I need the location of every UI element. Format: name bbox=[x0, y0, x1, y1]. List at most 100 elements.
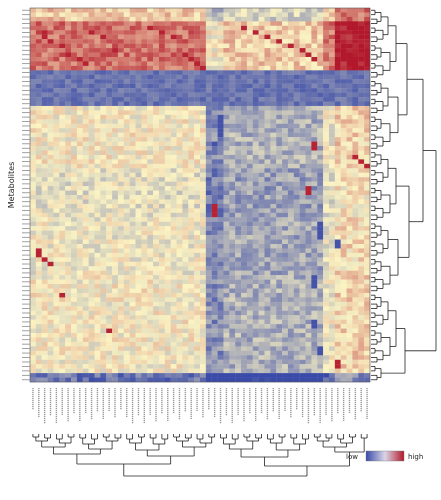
heatmap-cell bbox=[53, 221, 60, 227]
heatmap-cell bbox=[94, 52, 101, 58]
heatmap-cell bbox=[276, 195, 283, 200]
heatmap-cell bbox=[364, 199, 371, 205]
heatmap-cell bbox=[205, 181, 212, 187]
heatmap-cell bbox=[340, 177, 347, 182]
heatmap-cell bbox=[264, 275, 271, 280]
heatmap-cell bbox=[334, 239, 341, 245]
heatmap-cell bbox=[153, 261, 160, 267]
heatmap-cell bbox=[170, 16, 177, 22]
heatmap-cell bbox=[217, 88, 224, 93]
heatmap-cell bbox=[293, 168, 300, 173]
heatmap-cell bbox=[106, 257, 113, 262]
heatmap-cell bbox=[129, 101, 136, 107]
heatmap-cell bbox=[106, 355, 113, 360]
heatmap-cell bbox=[76, 270, 83, 276]
heatmap-cell bbox=[153, 186, 160, 191]
heatmap-cell bbox=[188, 364, 195, 369]
heatmap-cell bbox=[123, 292, 130, 298]
heatmap-cell bbox=[340, 132, 347, 138]
heatmap-cell bbox=[358, 315, 365, 320]
heatmap-cell bbox=[334, 373, 341, 378]
heatmap-cell bbox=[358, 217, 365, 222]
heatmap-cell bbox=[235, 8, 242, 13]
heatmap-cell bbox=[141, 355, 148, 360]
heatmap-cell bbox=[71, 275, 78, 280]
heatmap-cell bbox=[340, 168, 347, 173]
heatmap-cell bbox=[164, 137, 171, 142]
heatmap-cell bbox=[364, 377, 371, 383]
heatmap-cell bbox=[117, 239, 124, 245]
heatmap-cell bbox=[200, 350, 207, 356]
heatmap-cell bbox=[293, 177, 300, 182]
heatmap-cell bbox=[358, 368, 365, 374]
heatmap-cell bbox=[311, 221, 318, 227]
heatmap-cell bbox=[352, 177, 359, 182]
heatmap-cell bbox=[328, 79, 335, 84]
heatmap-cell bbox=[47, 48, 54, 53]
heatmap-cell bbox=[311, 261, 318, 267]
heatmap-cell bbox=[147, 310, 154, 316]
heatmap-cell bbox=[35, 239, 42, 245]
heatmap-cell bbox=[30, 324, 37, 329]
heatmap-cell bbox=[88, 21, 95, 26]
heatmap-cell bbox=[282, 150, 289, 156]
heatmap-cell bbox=[264, 221, 271, 227]
heatmap-cell bbox=[305, 235, 312, 240]
heatmap-cell bbox=[170, 177, 177, 182]
heatmap-cell bbox=[352, 186, 359, 191]
heatmap-cell bbox=[364, 163, 371, 169]
heatmap-cell bbox=[194, 79, 201, 84]
heatmap-cell bbox=[223, 292, 230, 298]
heatmap-cell bbox=[117, 128, 124, 133]
heatmap-cell bbox=[346, 92, 353, 98]
heatmap-cell bbox=[147, 172, 154, 178]
heatmap-cell bbox=[264, 65, 271, 71]
heatmap-cell bbox=[82, 297, 89, 302]
heatmap-cell bbox=[223, 297, 230, 302]
heatmap-cell bbox=[88, 56, 95, 62]
heatmap-cell bbox=[188, 88, 195, 93]
heatmap-cell bbox=[241, 377, 248, 383]
heatmap-cell bbox=[153, 146, 160, 151]
heatmap-cell bbox=[71, 79, 78, 84]
heatmap-cell bbox=[305, 337, 312, 343]
heatmap-cell bbox=[252, 137, 259, 142]
heatmap-cell bbox=[170, 337, 177, 343]
heatmap-cell bbox=[346, 217, 353, 222]
heatmap-cell bbox=[76, 266, 83, 271]
heatmap-cell bbox=[88, 252, 95, 258]
heatmap-cell bbox=[364, 195, 371, 200]
heatmap-cell bbox=[30, 257, 37, 262]
heatmap-cell bbox=[147, 199, 154, 205]
heatmap-cell bbox=[205, 132, 212, 138]
heatmap-cell bbox=[252, 97, 259, 102]
heatmap-cell bbox=[112, 203, 119, 209]
heatmap-cell bbox=[246, 146, 253, 151]
heatmap-cell bbox=[364, 203, 371, 209]
heatmap-cell bbox=[170, 226, 177, 231]
heatmap-cell bbox=[82, 221, 89, 227]
heatmap-cell bbox=[223, 359, 230, 365]
heatmap-cell bbox=[217, 230, 224, 236]
heatmap-cell bbox=[293, 328, 300, 334]
heatmap-cell bbox=[53, 39, 60, 44]
heatmap-cell bbox=[53, 97, 60, 102]
heatmap-cell bbox=[317, 190, 324, 196]
heatmap-cell bbox=[30, 333, 37, 338]
heatmap-cell bbox=[200, 279, 207, 285]
heatmap-cell bbox=[323, 368, 330, 374]
heatmap-cell bbox=[264, 150, 271, 156]
heatmap-cell bbox=[364, 16, 371, 22]
heatmap-cell bbox=[35, 328, 42, 334]
heatmap-cell bbox=[217, 34, 224, 40]
heatmap-cell bbox=[170, 114, 177, 120]
heatmap-cell bbox=[41, 315, 48, 320]
heatmap-cell bbox=[211, 21, 218, 26]
heatmap-cell bbox=[252, 168, 259, 173]
heatmap-cell bbox=[270, 306, 277, 311]
heatmap-cell bbox=[94, 123, 101, 129]
heatmap-cell bbox=[176, 315, 183, 320]
heatmap-cell bbox=[293, 235, 300, 240]
heatmap-cell bbox=[82, 146, 89, 151]
heatmap-cell bbox=[41, 270, 48, 276]
